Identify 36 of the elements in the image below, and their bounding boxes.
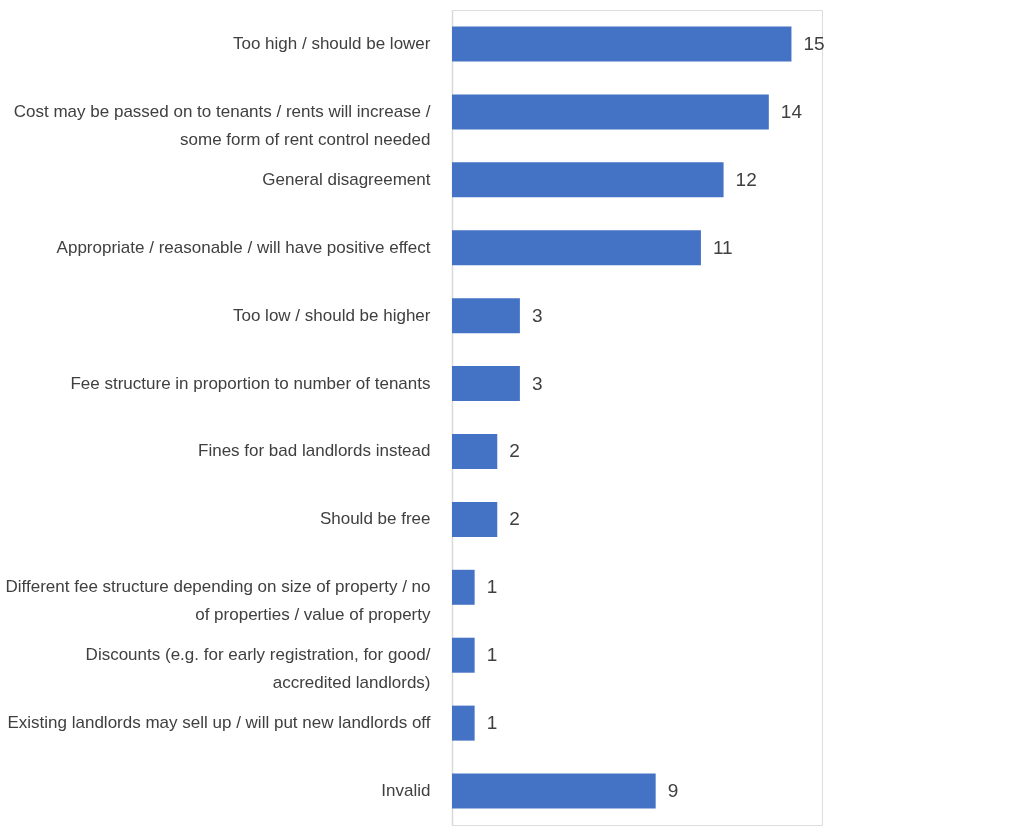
data-label: 2 bbox=[509, 440, 520, 462]
y-tick-label: General disagreement bbox=[262, 169, 431, 189]
y-tick-label: Discounts (e.g. for early registration, for good/ accredited landlords) bbox=[85, 645, 431, 693]
bar bbox=[452, 433, 498, 469]
data-label: 1 bbox=[486, 644, 498, 666]
data-label: 15 bbox=[803, 32, 825, 54]
bar bbox=[452, 366, 520, 402]
y-tick-label: Invalid bbox=[381, 781, 431, 801]
y-tick-label: Appropriate / reasonable / will have positive effect bbox=[56, 237, 431, 257]
bar bbox=[452, 94, 769, 130]
y-tick-label: Too high / should be lower bbox=[232, 33, 431, 53]
y-tick-label: Different fee structure depending on size of property / no of properties / value of property bbox=[5, 577, 431, 625]
bar bbox=[452, 637, 475, 673]
data-label: 12 bbox=[735, 168, 757, 190]
data-label: 3 bbox=[531, 372, 543, 394]
bar bbox=[452, 26, 792, 62]
y-tick-label: Fines for bad landlords instead bbox=[198, 441, 431, 461]
y-tick-label: Too low / should be higher bbox=[232, 305, 431, 325]
bar bbox=[452, 705, 475, 741]
bar bbox=[452, 773, 656, 809]
data-label: 1 bbox=[486, 576, 498, 598]
data-label: 11 bbox=[712, 236, 733, 258]
data-label: 2 bbox=[509, 508, 520, 530]
bar bbox=[452, 569, 475, 605]
y-tick-label: Fee structure in proportion to number of tenants bbox=[70, 373, 431, 393]
data-label: 1 bbox=[486, 712, 498, 734]
bar bbox=[452, 501, 498, 537]
bar bbox=[452, 162, 724, 198]
y-tick-label: Should be free bbox=[319, 509, 431, 529]
y-tick-label: Cost may be passed on to tenants / rents will increase / some form of rent control needed bbox=[13, 101, 431, 149]
data-label: 3 bbox=[531, 304, 543, 326]
data-label: 9 bbox=[667, 780, 679, 802]
bar bbox=[452, 298, 520, 334]
bar bbox=[452, 230, 701, 266]
y-tick-label: Existing landlords may sell up / will put new landlords off bbox=[7, 713, 431, 733]
data-label: 14 bbox=[780, 100, 803, 122]
